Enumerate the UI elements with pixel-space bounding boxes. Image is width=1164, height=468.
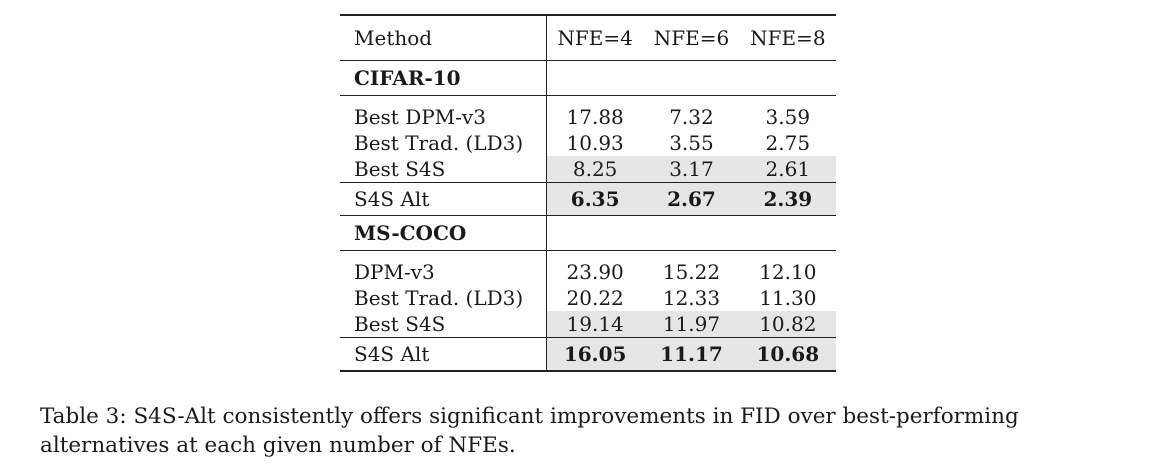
results-table-container: Method NFE=4 NFE=6 NFE=8 CIFAR-10 Best D… — [340, 14, 836, 372]
cell-value: 8.25 — [546, 156, 644, 183]
cell-value: 3.55 — [669, 131, 714, 155]
header-nfe4: NFE=4 — [546, 14, 644, 61]
table-caption: Table 3: S4S-Alt consistently offers sig… — [40, 404, 1019, 458]
section-row-coco: MS-COCO — [340, 215, 836, 251]
section-row-cifar: CIFAR-10 — [340, 60, 836, 96]
cell-value-best: 16.05 — [546, 337, 644, 372]
cell-value: 17.88 — [566, 105, 624, 129]
table-row: Best Trad. (LD3) 20.22 12.33 11.30 — [340, 285, 836, 311]
section-title-cifar: CIFAR-10 — [340, 60, 547, 96]
table-row: Best DPM-v3 17.88 7.32 3.59 — [340, 104, 836, 130]
cell-value: 20.22 — [566, 286, 624, 310]
table-row: Best Trad. (LD3) 10.93 3.55 2.75 — [340, 130, 836, 156]
table-row: Best S4S 19.14 11.97 10.82 — [340, 311, 836, 338]
results-table: Method NFE=4 NFE=6 NFE=8 CIFAR-10 Best D… — [340, 14, 836, 372]
table-row-alt: S4S Alt 16.05 11.17 10.68 — [340, 337, 836, 372]
cell-value-best: 2.67 — [643, 182, 740, 216]
cell-value-best: 2.39 — [739, 182, 836, 216]
cell-value: 11.30 — [759, 286, 817, 310]
row-method: Best S4S — [340, 311, 547, 338]
cell-value-best: 6.35 — [546, 182, 644, 216]
header-nfe6: NFE=6 — [643, 14, 740, 61]
cell-value: 2.61 — [739, 156, 836, 183]
cell-value: 12.33 — [662, 286, 721, 310]
cell-value: 3.17 — [643, 156, 740, 183]
table-row: DPM-v3 23.90 15.22 12.10 — [340, 259, 836, 285]
row-method: S4S Alt — [340, 182, 547, 216]
header-row: Method NFE=4 NFE=6 NFE=8 — [340, 14, 836, 61]
row-method: Best S4S — [340, 156, 547, 183]
cell-value: 7.32 — [669, 105, 714, 129]
cell-value: 23.90 — [566, 260, 624, 284]
cell-value: 19.14 — [546, 311, 644, 338]
section-title-coco: MS-COCO — [340, 215, 547, 251]
cell-value: 10.93 — [566, 131, 624, 155]
row-method: S4S Alt — [340, 337, 547, 372]
cell-value: 3.59 — [765, 105, 811, 129]
cell-value: 15.22 — [662, 260, 721, 284]
cell-value: 10.82 — [739, 311, 836, 338]
row-method: Best DPM-v3 — [340, 104, 547, 130]
cell-value: 2.75 — [765, 131, 811, 155]
row-method: DPM-v3 — [340, 259, 547, 285]
cell-value-best: 10.68 — [739, 337, 836, 372]
cell-value: 11.97 — [643, 311, 740, 338]
header-method: Method — [340, 14, 547, 61]
header-nfe8: NFE=8 — [739, 14, 836, 61]
row-method: Best Trad. (LD3) — [340, 285, 547, 311]
table-row-alt: S4S Alt 6.35 2.67 2.39 — [340, 182, 836, 216]
row-method: Best Trad. (LD3) — [340, 130, 547, 156]
table-row: Best S4S 8.25 3.17 2.61 — [340, 156, 836, 183]
cell-value: 12.10 — [759, 260, 817, 284]
cell-value-best: 11.17 — [643, 337, 740, 372]
